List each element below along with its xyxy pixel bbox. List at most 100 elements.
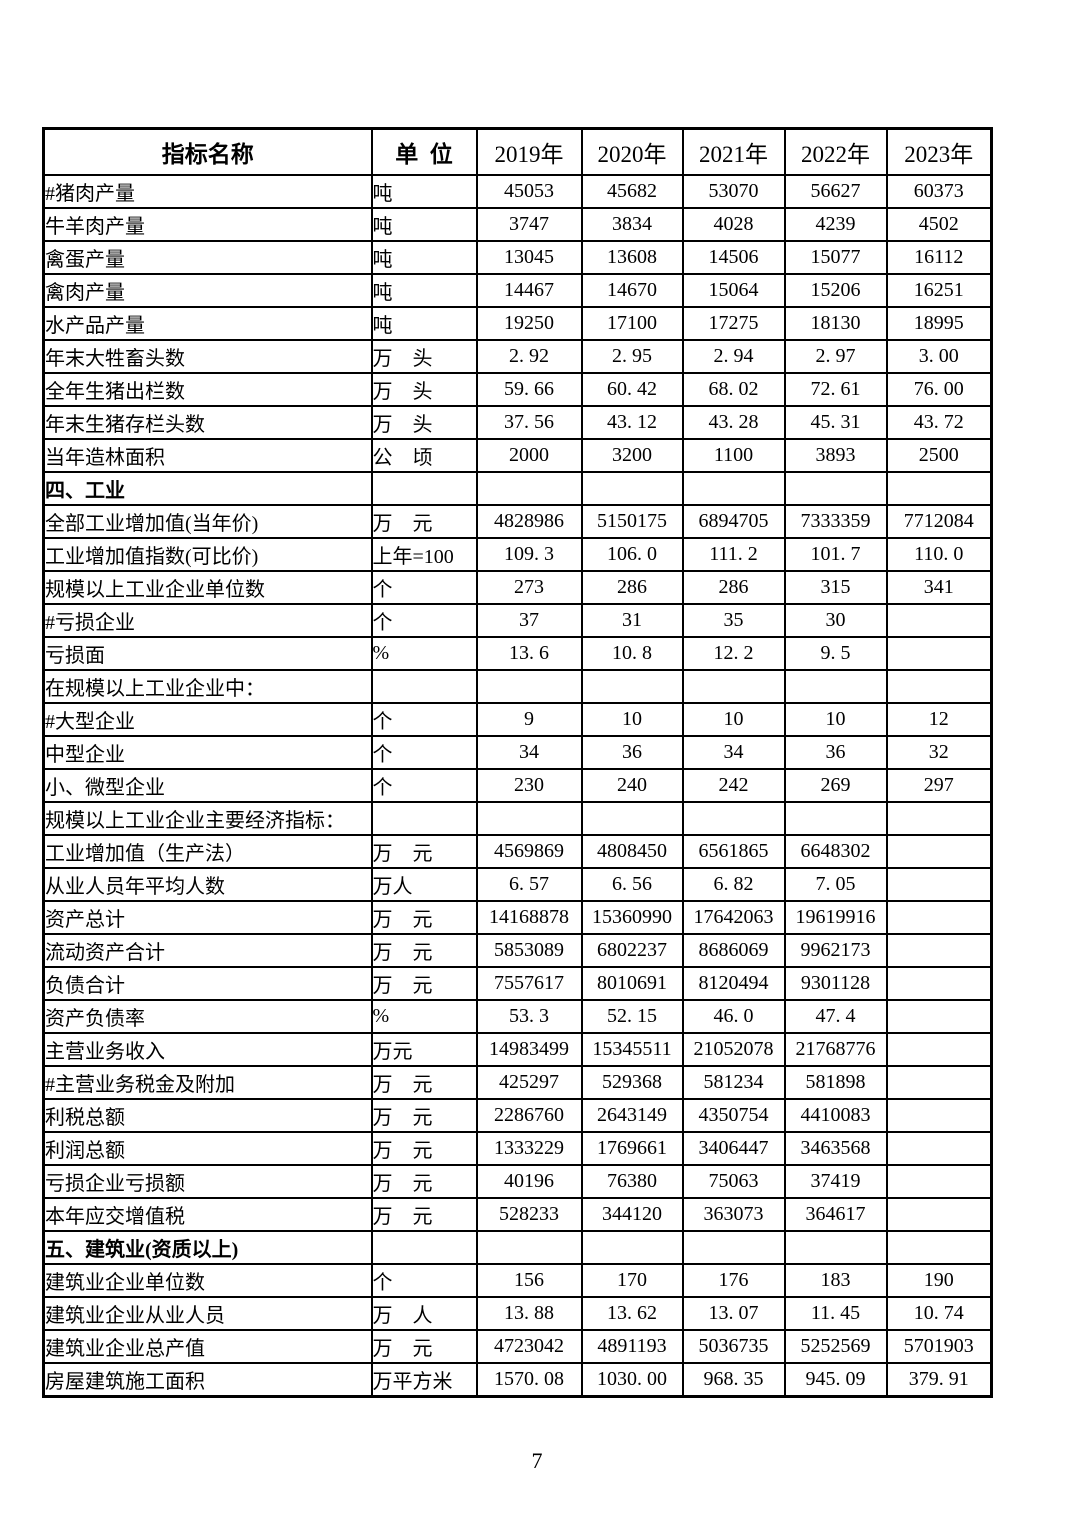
unit-cell: 吨: [370, 240, 478, 275]
value-cell: 3. 00: [885, 339, 993, 374]
unit-cell: 吨: [370, 273, 478, 308]
unit-cell: 万 元: [370, 1197, 478, 1232]
value-cell: 68. 02: [681, 372, 786, 407]
value-cell: 37. 56: [475, 405, 583, 440]
indicator-name-cell: 全年生猪出栏数: [42, 372, 373, 407]
value-cell: 18995: [885, 306, 993, 341]
value-cell: 1030. 00: [580, 1362, 684, 1398]
indicator-name-cell: 年末大牲畜头数: [42, 339, 373, 374]
table-row: 负债合计万 元 7557617 8010691 8120494 9301128: [42, 966, 993, 1001]
value-cell: 16251: [885, 273, 993, 308]
indicator-name-cell: 负债合计: [42, 966, 373, 1001]
value-cell: [475, 669, 583, 704]
value-cell: 5252569: [783, 1329, 888, 1364]
value-cell: [783, 801, 888, 836]
value-cell: 2. 92: [475, 339, 583, 374]
value-cell: 3463568: [783, 1131, 888, 1166]
value-cell: 3200: [580, 438, 684, 473]
value-cell: 45682: [580, 174, 684, 209]
unit-cell: 万 元: [370, 1065, 478, 1100]
table-row: 在规模以上工业企业中：: [42, 669, 993, 704]
indicator-name-cell: 中型企业: [42, 735, 373, 770]
value-cell: 3747: [475, 207, 583, 242]
unit-cell: 万 元: [370, 1329, 478, 1364]
value-cell: 109. 3: [475, 537, 583, 572]
value-cell: 10. 74: [885, 1296, 993, 1331]
value-cell: 6. 57: [475, 867, 583, 902]
indicator-name-cell: 流动资产合计: [42, 933, 373, 968]
value-cell: [681, 669, 786, 704]
table-row: #亏损企业个 37 31 35 30: [42, 603, 993, 638]
value-cell: 4350754: [681, 1098, 786, 1133]
indicator-name-cell: 小、微型企业: [42, 768, 373, 803]
value-cell: 5853089: [475, 933, 583, 968]
unit-cell: 万 人: [370, 1296, 478, 1331]
value-cell: [681, 1230, 786, 1265]
value-cell: 3893: [783, 438, 888, 473]
table-row: #猪肉产量吨 45053 45682 53070 56627 60373: [42, 174, 993, 209]
value-cell: 13. 62: [580, 1296, 684, 1331]
value-cell: 13. 88: [475, 1296, 583, 1331]
table-row: 亏损面% 13. 6 10. 8 12. 2 9. 5: [42, 636, 993, 671]
value-cell: 101. 7: [783, 537, 888, 572]
value-cell: 6894705: [681, 504, 786, 539]
value-cell: 21052078: [681, 1032, 786, 1067]
value-cell: 13. 07: [681, 1296, 786, 1331]
value-cell: 6802237: [580, 933, 684, 968]
value-cell: 37419: [783, 1164, 888, 1199]
value-cell: [885, 834, 993, 869]
value-cell: 4569869: [475, 834, 583, 869]
value-cell: 59. 66: [475, 372, 583, 407]
value-cell: [475, 1230, 583, 1265]
value-cell: 52. 15: [580, 999, 684, 1034]
table-row: 年末生猪存栏头数万 头 37. 56 43. 12 43. 28 45. 31 43. 7…: [42, 405, 993, 440]
unit-cell: 上年=100: [370, 537, 478, 572]
unit-cell: [370, 471, 478, 506]
value-cell: 1100: [681, 438, 786, 473]
value-cell: 170: [580, 1263, 684, 1298]
indicator-name-cell: 从业人员年平均人数: [42, 867, 373, 902]
value-cell: [681, 801, 786, 836]
value-cell: 4028: [681, 207, 786, 242]
value-cell: 5701903: [885, 1329, 993, 1364]
value-cell: 36: [783, 735, 888, 770]
value-cell: 183: [783, 1263, 888, 1298]
indicator-name-cell: 亏损企业亏损额: [42, 1164, 373, 1199]
indicator-name-cell: #大型企业: [42, 702, 373, 737]
value-cell: 16112: [885, 240, 993, 275]
unit-cell: [370, 1230, 478, 1265]
value-cell: 34: [681, 735, 786, 770]
header-year: 2021年: [681, 127, 786, 176]
table-row: 禽蛋产量吨 13045 13608 14506 15077 16112: [42, 240, 993, 275]
value-cell: 156: [475, 1263, 583, 1298]
indicator-name-cell: 建筑业企业单位数: [42, 1263, 373, 1298]
value-cell: 581898: [783, 1065, 888, 1100]
table-row: 利税总额万 元 2286760 2643149 4350754 4410083: [42, 1098, 993, 1133]
value-cell: 364617: [783, 1197, 888, 1232]
value-cell: [885, 603, 993, 638]
value-cell: 53070: [681, 174, 786, 209]
value-cell: 13. 6: [475, 636, 583, 671]
indicator-name-cell: 水产品产量: [42, 306, 373, 341]
value-cell: 14983499: [475, 1032, 583, 1067]
value-cell: 425297: [475, 1065, 583, 1100]
value-cell: 76380: [580, 1164, 684, 1199]
unit-cell: 吨: [370, 207, 478, 242]
value-cell: 4828986: [475, 504, 583, 539]
value-cell: 9301128: [783, 966, 888, 1001]
table-row: 资产总计万 元 14168878 15360990 17642063 19619916: [42, 900, 993, 935]
value-cell: [885, 999, 993, 1034]
value-cell: 10: [783, 702, 888, 737]
value-cell: 341: [885, 570, 993, 605]
indicator-name-cell: 在规模以上工业企业中：: [42, 669, 373, 704]
value-cell: 2. 94: [681, 339, 786, 374]
value-cell: 344120: [580, 1197, 684, 1232]
value-cell: 4808450: [580, 834, 684, 869]
value-cell: 230: [475, 768, 583, 803]
value-cell: 43. 72: [885, 405, 993, 440]
value-cell: 286: [681, 570, 786, 605]
value-cell: 46. 0: [681, 999, 786, 1034]
table-row: 流动资产合计万 元 5853089 6802237 8686069 9962173: [42, 933, 993, 968]
unit-cell: 万 元: [370, 933, 478, 968]
unit-cell: 万 元: [370, 1131, 478, 1166]
